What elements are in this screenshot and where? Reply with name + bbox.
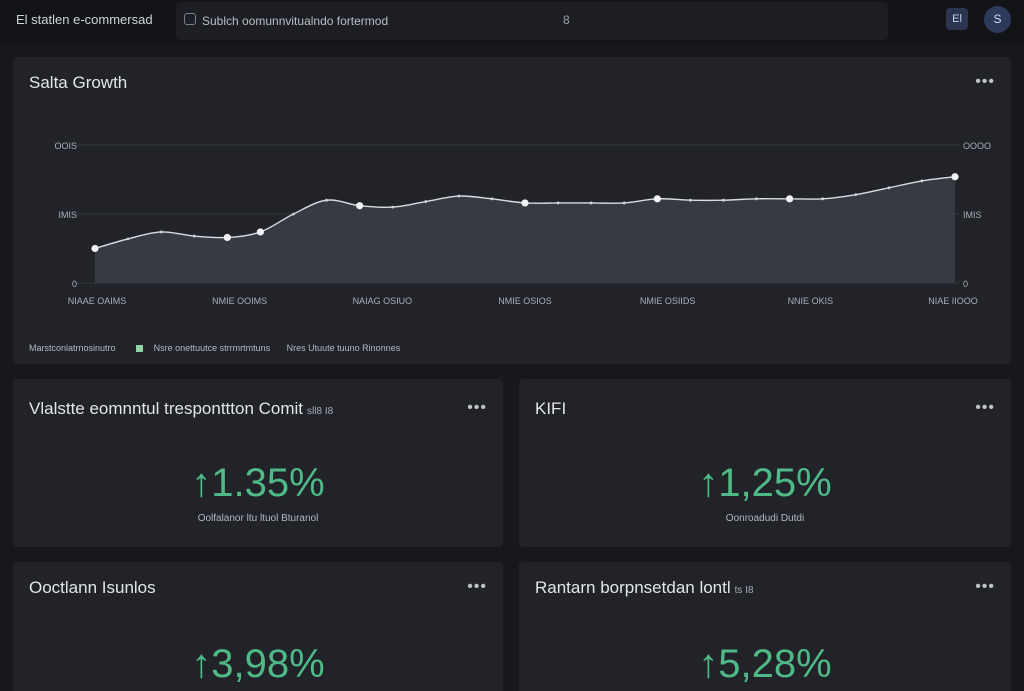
- data-point: [589, 201, 593, 205]
- data-marker: [653, 195, 661, 203]
- data-marker: [256, 228, 264, 236]
- data-marker: [356, 202, 364, 210]
- data-point: [688, 198, 692, 202]
- kpi-label: Oolfalanor ltu ltuol Bturanol: [197, 513, 319, 524]
- x-tick-label: NAIAG OSIUO: [353, 296, 413, 306]
- legend-swatch: [136, 345, 144, 353]
- search-input[interactable]: Sublch oomunnvitualndo fortermod: [202, 14, 389, 28]
- data-point: [325, 198, 328, 202]
- kpi-value: ↑1,25%: [698, 461, 832, 505]
- y-tick-label-left: 0: [72, 279, 77, 289]
- grid-icon[interactable]: El: [946, 8, 968, 30]
- series-area: [95, 176, 955, 283]
- kpi-title: Ooctlann Isunlos: [29, 578, 156, 597]
- legend-caption: Marstconlatrnosinutro: [29, 343, 116, 353]
- search-icon: [184, 13, 196, 25]
- data-point: [821, 197, 825, 201]
- data-point: [755, 197, 758, 201]
- data-point: [292, 212, 295, 216]
- data-point: [854, 193, 858, 197]
- y-tick-label-right: IMIS: [963, 210, 982, 220]
- x-tick-label: NIAAE OAIMS: [68, 296, 127, 306]
- kpi-card: Ooctlann Isunlos ••• ↑3,98%: [13, 562, 503, 691]
- x-tick-label: NMIE OSIOS: [498, 296, 552, 306]
- search-bar[interactable]: Sublch oomunnvitualndo fortermod 8: [176, 2, 888, 40]
- legend-series-2[interactable]: Nres Utuute tuuno Rinonnes: [286, 343, 401, 353]
- kpi-subtitle: sll8 I8: [307, 406, 334, 417]
- kpi-card: KIFI ••• ↑1,25% Oonroadudi Dutdi: [519, 379, 1011, 547]
- kpi-card: Vlalstte eomnntul tresponttton Comit sll8…: [13, 379, 503, 547]
- kpi-title: Vlalstte eomnntul tresponttton Comit sll8…: [29, 399, 333, 419]
- data-point: [920, 179, 924, 183]
- kpi-subtitle: ts I8: [734, 585, 754, 596]
- data-point: [490, 197, 494, 201]
- x-tick-label: NMIE OSIIDS: [640, 296, 696, 306]
- data-marker: [786, 195, 794, 203]
- data-point: [424, 200, 428, 203]
- legend-series-1[interactable]: Nsre onettuutce strrmrtmtuns: [153, 343, 271, 353]
- data-point: [556, 201, 560, 205]
- x-tick-label: NMIE OOIMS: [212, 296, 267, 306]
- data-point: [126, 237, 130, 241]
- kpi-title: KIFI: [535, 399, 567, 418]
- kpi-value: ↑5,28%: [698, 642, 832, 686]
- data-marker: [91, 244, 99, 253]
- chart-legend: Marstconlatrnosinutro Nsre onettuutce st…: [29, 343, 400, 353]
- kpi-title-text: Vlalstte eomnntul tresponttton Comit: [29, 399, 304, 418]
- kpi-value: ↑1.35%: [191, 461, 325, 505]
- more-options-icon[interactable]: •••: [975, 578, 995, 595]
- data-point: [887, 186, 891, 190]
- data-marker: [223, 233, 231, 242]
- top-bar: El statlen e-commersad Sublch oomunnvitu…: [0, 0, 1024, 44]
- data-marker: [951, 173, 959, 181]
- search-count: 8: [563, 13, 570, 27]
- kpi-card: Rantarn borpnsetdan lontl ts I8 ••• ↑5,28…: [519, 562, 1011, 691]
- chart-title: Salta Growth: [29, 73, 128, 92]
- x-tick-label: NIAE IIOOO: [928, 296, 978, 306]
- y-tick-label-left: OOIS: [54, 141, 77, 151]
- data-point: [457, 194, 461, 198]
- more-options-icon[interactable]: •••: [467, 578, 487, 595]
- data-point: [159, 230, 163, 234]
- data-point: [192, 234, 196, 238]
- sales-growth-card: Salta Growth ••• OOIS IMIS 0 OOOO IMIS 0 NIAAE…: [13, 57, 1011, 364]
- avatar[interactable]: S: [984, 6, 1011, 33]
- sales-growth-chart: OOIS IMIS 0 OOOO IMIS 0 NIAAE OAIMS NMIE OOIMS N…: [54, 141, 991, 306]
- more-options-icon[interactable]: •••: [975, 399, 995, 416]
- data-point: [391, 205, 395, 209]
- y-tick-label-right: 0: [963, 279, 968, 289]
- kpi-value: ↑3,98%: [191, 642, 325, 686]
- data-marker: [521, 199, 529, 207]
- kpi-label: Oonroadudi Dutdi: [725, 513, 805, 524]
- more-options-icon[interactable]: •••: [975, 73, 995, 90]
- y-tick-label-right: OOOO: [963, 141, 991, 151]
- kpi-title-text: Rantarn borpnsetdan lontl: [535, 578, 731, 597]
- data-point: [622, 201, 626, 205]
- data-point: [722, 198, 725, 202]
- y-tick-label-left: IMIS: [58, 210, 77, 220]
- x-tick-label: NNIE OKIS: [788, 296, 834, 306]
- app-brand[interactable]: El statlen e-commersad: [16, 12, 153, 27]
- more-options-icon[interactable]: •••: [467, 399, 487, 416]
- kpi-title: Rantarn borpnsetdan lontl ts I8: [535, 578, 754, 598]
